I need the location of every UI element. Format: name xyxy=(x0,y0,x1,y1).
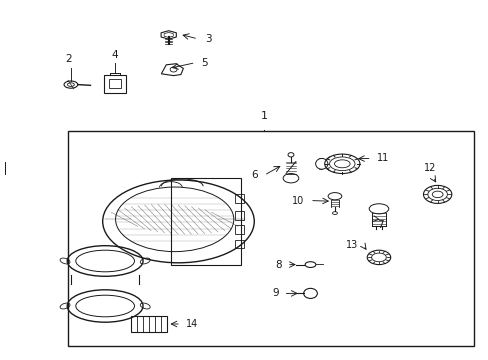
Text: 5: 5 xyxy=(201,58,208,68)
Bar xyxy=(131,316,167,332)
Text: 1: 1 xyxy=(260,111,267,121)
Bar xyxy=(68,131,473,346)
Text: 3: 3 xyxy=(205,33,212,44)
Bar xyxy=(235,225,244,234)
Bar xyxy=(235,211,244,220)
Text: 9: 9 xyxy=(271,288,278,298)
Text: 11: 11 xyxy=(376,153,388,163)
Bar xyxy=(235,194,244,203)
Text: 14: 14 xyxy=(185,319,198,329)
Text: 12: 12 xyxy=(423,163,436,173)
Text: 10: 10 xyxy=(291,195,304,206)
Text: 4: 4 xyxy=(111,50,118,60)
Bar xyxy=(104,75,125,93)
Bar xyxy=(235,240,244,248)
Bar xyxy=(109,79,121,88)
Text: 2: 2 xyxy=(65,54,72,64)
Text: 6: 6 xyxy=(251,170,258,180)
Text: 7: 7 xyxy=(377,220,384,230)
Text: 8: 8 xyxy=(274,260,281,270)
Text: 13: 13 xyxy=(345,240,357,250)
